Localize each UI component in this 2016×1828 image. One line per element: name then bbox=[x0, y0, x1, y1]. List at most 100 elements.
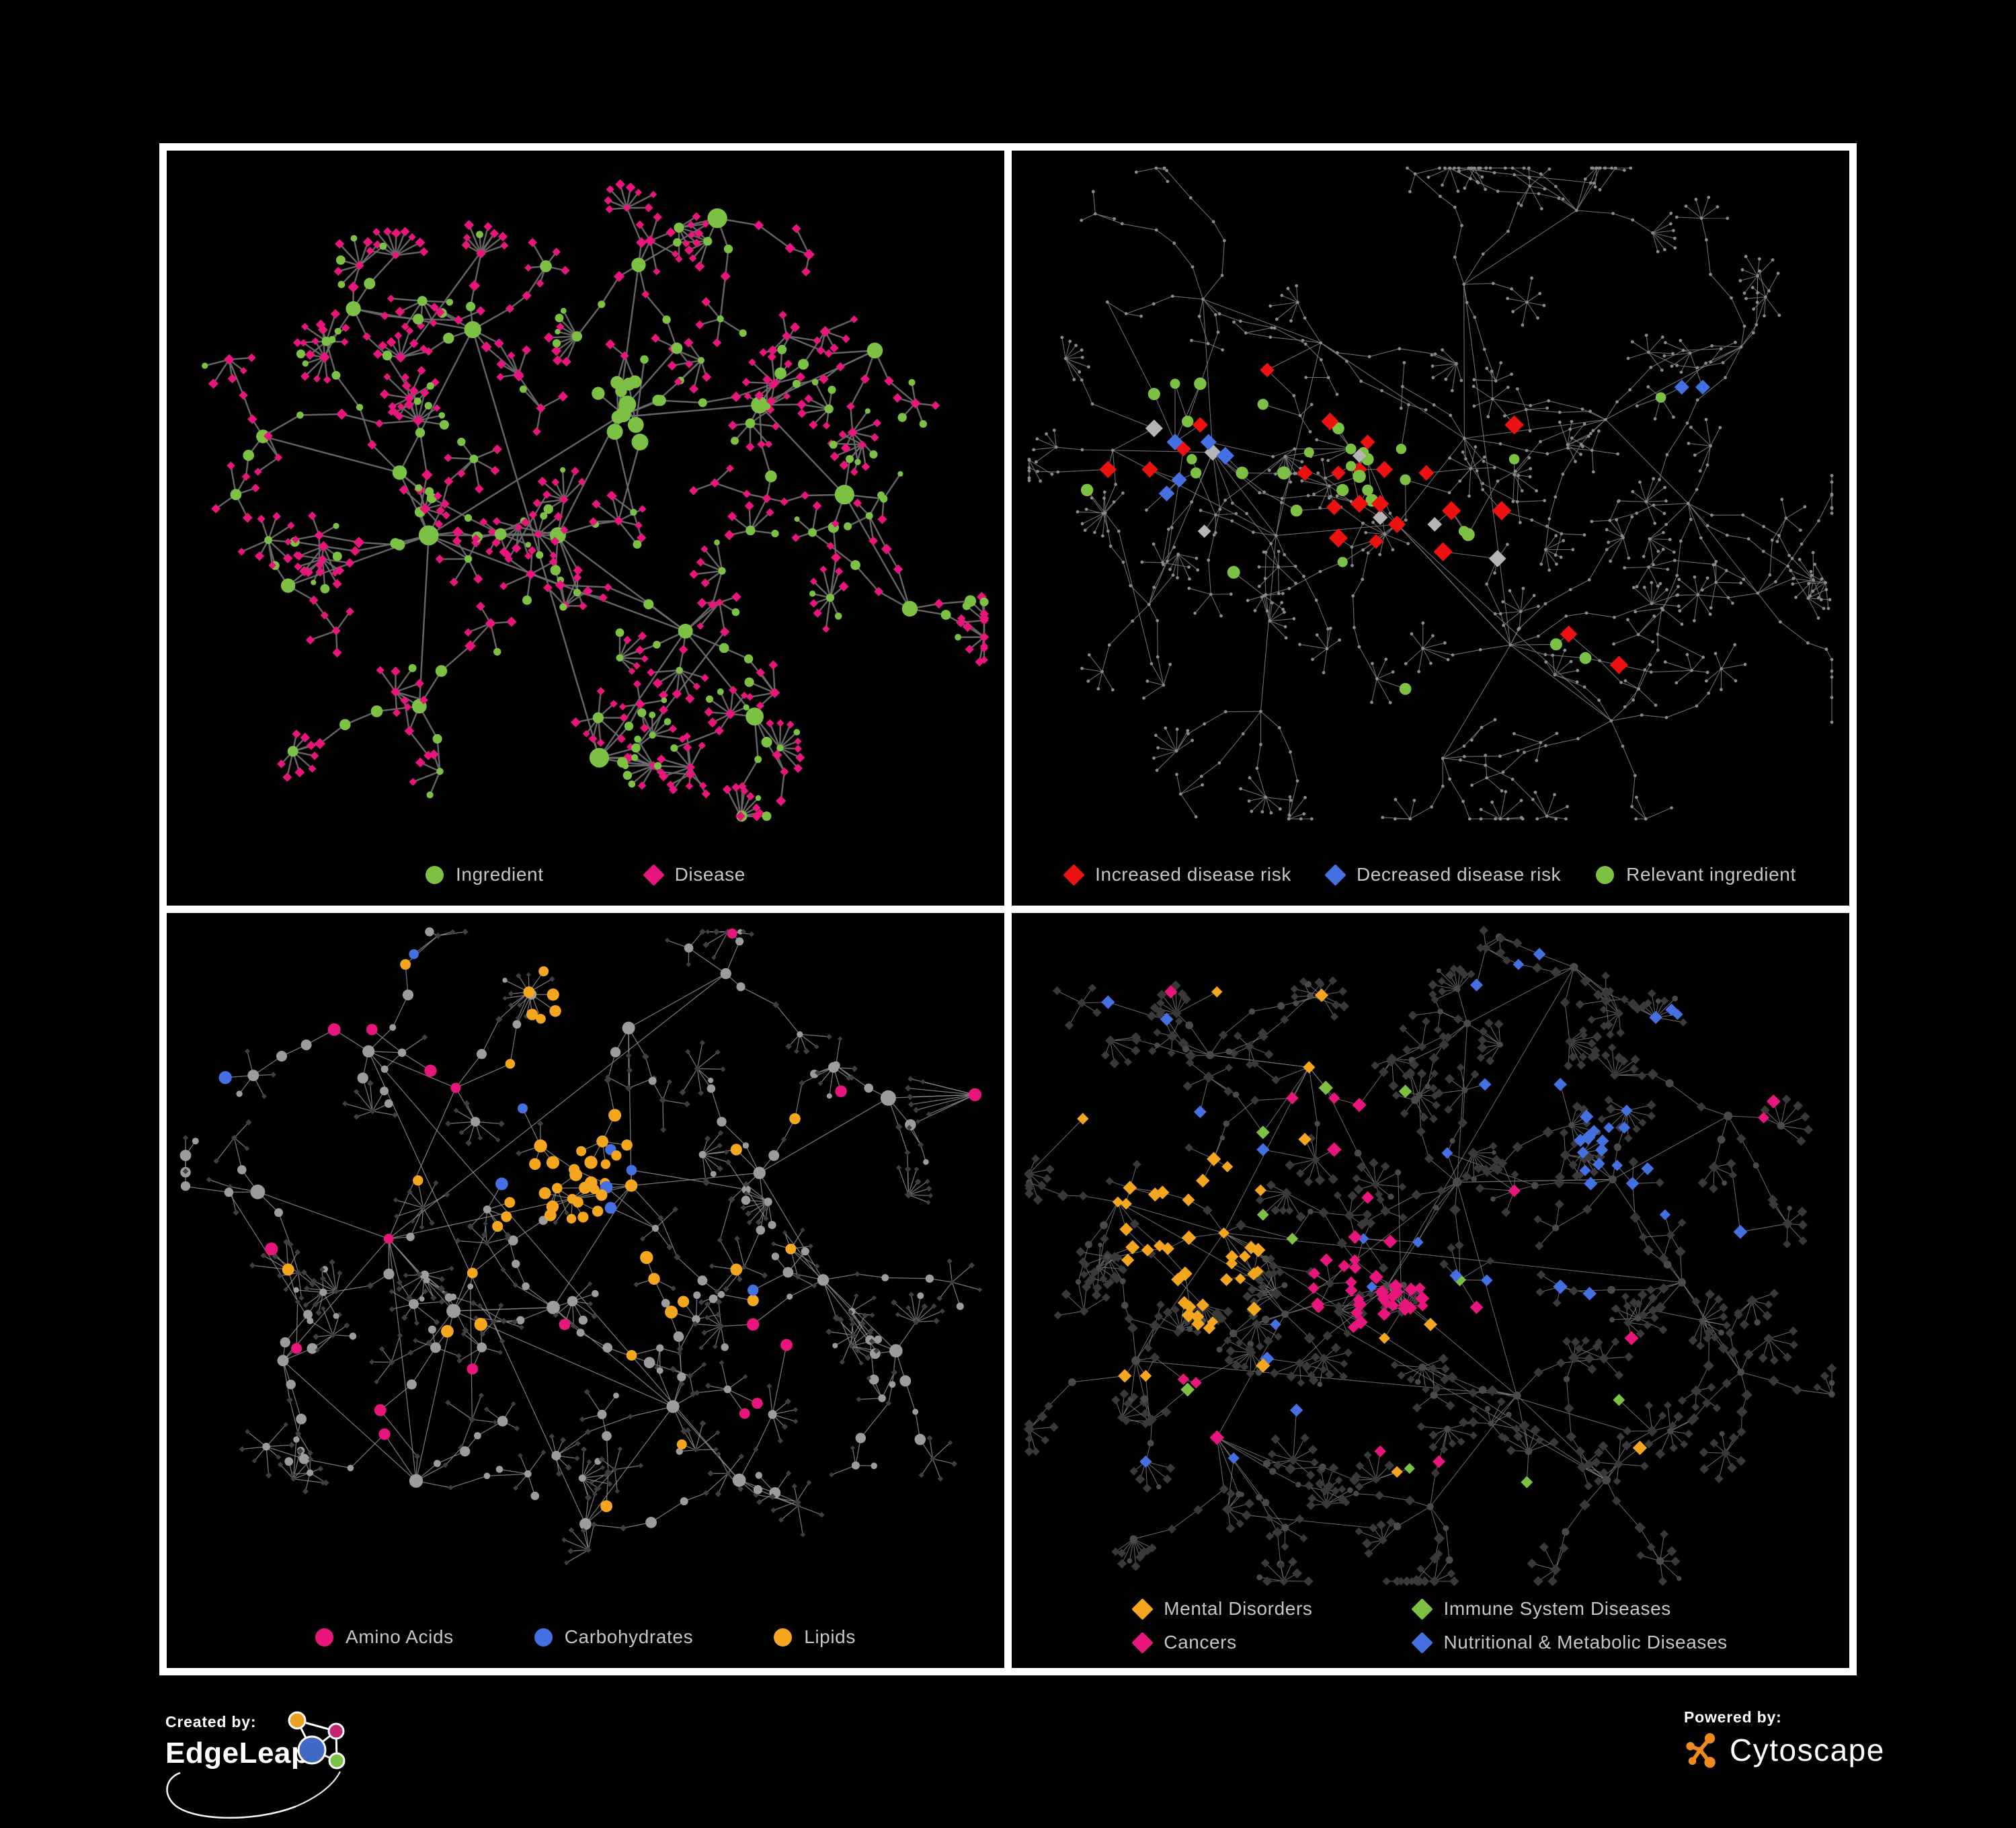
network-edge bbox=[1215, 315, 1218, 332]
network-edge bbox=[541, 397, 563, 409]
network-node bbox=[1547, 399, 1550, 403]
network-node bbox=[1320, 358, 1323, 362]
network-edge bbox=[1640, 482, 1646, 502]
network-edge bbox=[719, 602, 725, 632]
network-node bbox=[1219, 614, 1223, 618]
network-node bbox=[1296, 301, 1299, 304]
network-node bbox=[706, 695, 713, 703]
network-node-highlight bbox=[1346, 444, 1357, 454]
network-edge bbox=[1632, 342, 1648, 352]
network-node bbox=[1516, 500, 1519, 504]
network-node bbox=[1810, 570, 1813, 573]
network-node bbox=[753, 1447, 758, 1452]
network-node bbox=[1743, 292, 1746, 295]
network-node bbox=[1665, 453, 1668, 456]
network-edge bbox=[1721, 342, 1735, 349]
network-node bbox=[1699, 537, 1703, 540]
network-node bbox=[1142, 697, 1145, 700]
network-node bbox=[657, 1367, 663, 1374]
network-node bbox=[693, 1291, 700, 1299]
network-edge bbox=[553, 1308, 673, 1406]
network-node-highlight bbox=[1610, 655, 1628, 674]
network-node bbox=[1812, 578, 1815, 582]
network-edge bbox=[1646, 808, 1671, 819]
network-node bbox=[830, 452, 840, 461]
network-node bbox=[332, 648, 341, 658]
network-node bbox=[1431, 376, 1435, 379]
network-node bbox=[323, 376, 331, 384]
network-node bbox=[721, 1343, 729, 1351]
network-node bbox=[1266, 609, 1269, 612]
network-node bbox=[762, 811, 772, 821]
network-node bbox=[427, 791, 434, 798]
network-edge bbox=[1275, 328, 1305, 344]
network-edge bbox=[1826, 649, 1832, 660]
network-node bbox=[579, 1474, 586, 1482]
network-edge bbox=[1070, 1003, 1082, 1025]
network-edge bbox=[472, 1419, 495, 1422]
network-node bbox=[493, 648, 501, 655]
network-node bbox=[358, 1072, 368, 1083]
network-node bbox=[1102, 497, 1106, 500]
network-node-highlight bbox=[1277, 467, 1291, 480]
network-edge bbox=[1614, 635, 1639, 644]
network-node bbox=[1254, 609, 1257, 612]
network-node bbox=[1199, 509, 1203, 512]
network-node bbox=[1479, 648, 1482, 651]
network-node bbox=[889, 1381, 895, 1388]
network-node-highlight bbox=[384, 1234, 394, 1244]
network-node bbox=[299, 1454, 309, 1464]
network-node bbox=[292, 729, 300, 738]
network-node bbox=[438, 1299, 444, 1305]
network-node bbox=[797, 1031, 803, 1037]
network-node bbox=[1631, 218, 1634, 222]
network-node bbox=[1270, 811, 1273, 815]
network-node bbox=[869, 1375, 879, 1385]
network-edge bbox=[607, 1436, 608, 1472]
network-node bbox=[1553, 793, 1556, 797]
network-node bbox=[1696, 399, 1699, 402]
network-node bbox=[743, 705, 750, 711]
network-node bbox=[1499, 442, 1502, 446]
network-edge bbox=[1443, 350, 1457, 364]
network-node bbox=[1538, 292, 1541, 295]
network-node bbox=[460, 1446, 470, 1456]
network-edge bbox=[1471, 468, 1494, 469]
network-edge bbox=[1282, 495, 1308, 498]
network-edge bbox=[258, 458, 278, 472]
network-edge bbox=[1167, 171, 1191, 198]
network-edge bbox=[1317, 635, 1327, 649]
network-node bbox=[838, 1037, 842, 1041]
network-edge bbox=[588, 1417, 631, 1432]
network-node-highlight bbox=[475, 1318, 487, 1330]
network-node bbox=[616, 629, 624, 637]
network-node bbox=[363, 237, 373, 247]
network-edge bbox=[702, 397, 736, 403]
network-node bbox=[456, 1358, 462, 1364]
network-node bbox=[499, 582, 508, 590]
network-edge bbox=[1188, 724, 1205, 734]
network-node bbox=[1675, 364, 1679, 367]
network-node bbox=[1830, 670, 1834, 673]
network-node bbox=[473, 574, 483, 584]
network-node bbox=[830, 344, 839, 353]
network-node bbox=[1434, 352, 1437, 356]
network-edge bbox=[1464, 284, 1465, 438]
network-node bbox=[524, 264, 532, 272]
network-node bbox=[768, 660, 778, 670]
network-edge bbox=[336, 375, 360, 407]
network-edge bbox=[742, 760, 758, 787]
network-node bbox=[1504, 167, 1507, 170]
network-node bbox=[928, 1193, 933, 1199]
network-node bbox=[1548, 167, 1551, 171]
network-edge bbox=[707, 1183, 746, 1190]
network-node bbox=[1074, 344, 1078, 347]
network-node-highlight bbox=[552, 1183, 563, 1194]
network-node bbox=[1562, 198, 1565, 201]
network-edge bbox=[1232, 503, 1246, 514]
network-edge bbox=[602, 276, 619, 305]
network-node bbox=[1156, 746, 1160, 750]
network-node bbox=[1485, 777, 1488, 780]
network-node bbox=[1687, 442, 1691, 445]
network-node bbox=[822, 625, 830, 633]
